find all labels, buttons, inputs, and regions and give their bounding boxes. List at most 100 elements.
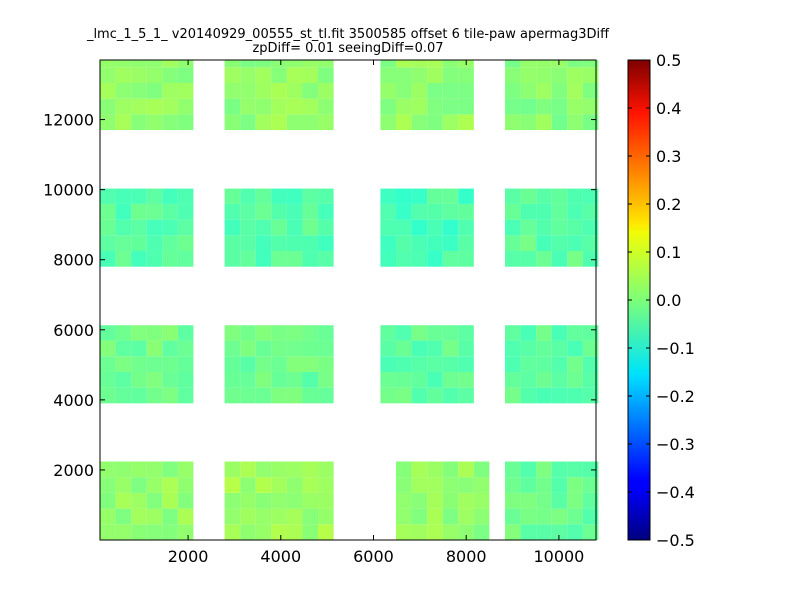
heatmap-cell [458,325,474,341]
heatmap-cell [396,219,412,236]
heatmap-cell [318,492,334,509]
heatmap-cell [458,371,474,388]
heatmap-cell [131,67,147,83]
heatmap-cell [380,356,397,372]
heatmap-cell [131,492,147,509]
heatmap-cell [146,235,163,252]
heatmap-cell [505,492,521,509]
heatmap-cell [442,98,459,115]
heatmap-cell [271,371,287,388]
heatmap-cell [177,98,194,115]
heatmap-cell [286,251,303,267]
heatmap-cell [255,203,272,220]
heatmap-cell [551,60,568,68]
heatmap-cell [115,492,132,509]
heatmap-cell [286,60,303,68]
heatmap-cell [162,67,178,83]
heatmap-cell [115,461,132,478]
heatmap-cell [255,82,272,99]
heatmap-cell [567,60,583,68]
heatmap-cell [146,251,163,267]
heatmap-cell [162,82,178,99]
heatmap-cell [318,524,334,540]
heatmap-cell [255,477,272,493]
heatmap-cell [177,387,194,404]
heatmap-cell [271,461,287,478]
heatmap-cell [520,82,537,99]
heatmap-cell [427,325,443,341]
heatmap-cell [473,461,490,478]
heatmap-cell [427,387,443,404]
heatmap-cell [396,67,412,83]
heatmap-cell [551,387,568,404]
heatmap-cell [177,524,194,540]
heatmap-cell [458,524,474,540]
heatmap-cell [302,235,319,252]
heatmap-cell [224,325,241,341]
heatmap-cell [582,524,599,540]
heatmap-cell [551,461,568,478]
heatmap-cell [505,387,521,404]
heatmap-cell [302,508,319,525]
heatmap-cell [582,219,599,236]
heatmap-cell [146,508,163,525]
heatmap-cell [146,114,163,131]
heatmap-cell [505,82,521,99]
heatmap-cell [536,251,552,267]
heatmap-cell [505,508,521,525]
detector-block [224,461,334,540]
heatmap-cell [177,235,194,252]
heatmap-cell [505,340,521,357]
heatmap-cell [520,98,537,115]
heatmap-cell [146,188,163,204]
heatmap-cell [395,461,412,478]
heatmap-cell [427,251,443,267]
heatmap-cell [318,477,334,493]
heatmap-cell [177,461,194,478]
chart-title-line1: _lmc_1_5_1_ v20140929_00555_st_tl.fit 35… [86,27,610,42]
heatmap-cell [177,219,194,236]
heatmap-cell [255,114,272,131]
plot-background [100,60,596,540]
heatmap-cell [271,98,287,115]
heatmap-cell [380,82,397,99]
heatmap-cell [146,219,163,236]
detector-block [380,60,474,131]
heatmap-cell [396,188,412,204]
heatmap-cell [505,60,521,68]
heatmap-cell [380,235,397,252]
heatmap-cell [396,82,412,99]
heatmap-cell [505,67,521,83]
heatmap-cell [411,60,428,68]
heatmap-cell [411,219,428,236]
heatmap-cell [505,114,521,131]
heatmap-cell [240,492,256,509]
colorbar-tick-label: −0.4 [656,483,695,502]
heatmap-cell [567,82,583,99]
heatmap-cell [162,461,178,478]
heatmap-cell [520,371,537,388]
heatmap-cell [131,508,147,525]
heatmap-cell [302,477,319,493]
heatmap-cell [177,340,194,357]
heatmap-cell [271,492,287,509]
detector-block [380,188,474,267]
heatmap-cell [115,251,132,267]
heatmap-cell [536,492,552,509]
heatmap-cell [582,251,599,267]
heatmap-cell [380,203,397,220]
heatmap-cell [411,203,428,220]
heatmap-cell [318,461,334,478]
heatmap-cell [302,340,319,357]
heatmap-cell [567,114,583,131]
heatmap-cell [536,67,552,83]
heatmap-cell [131,98,147,115]
heatmap-cell [536,114,552,131]
heatmap-cell [442,60,459,68]
y-tick-label: 6000 [53,321,94,340]
heatmap-cell [396,235,412,252]
heatmap-cell [240,461,256,478]
heatmap-cell [567,98,583,115]
heatmap-cell [271,203,287,220]
heatmap-cell [115,508,132,525]
